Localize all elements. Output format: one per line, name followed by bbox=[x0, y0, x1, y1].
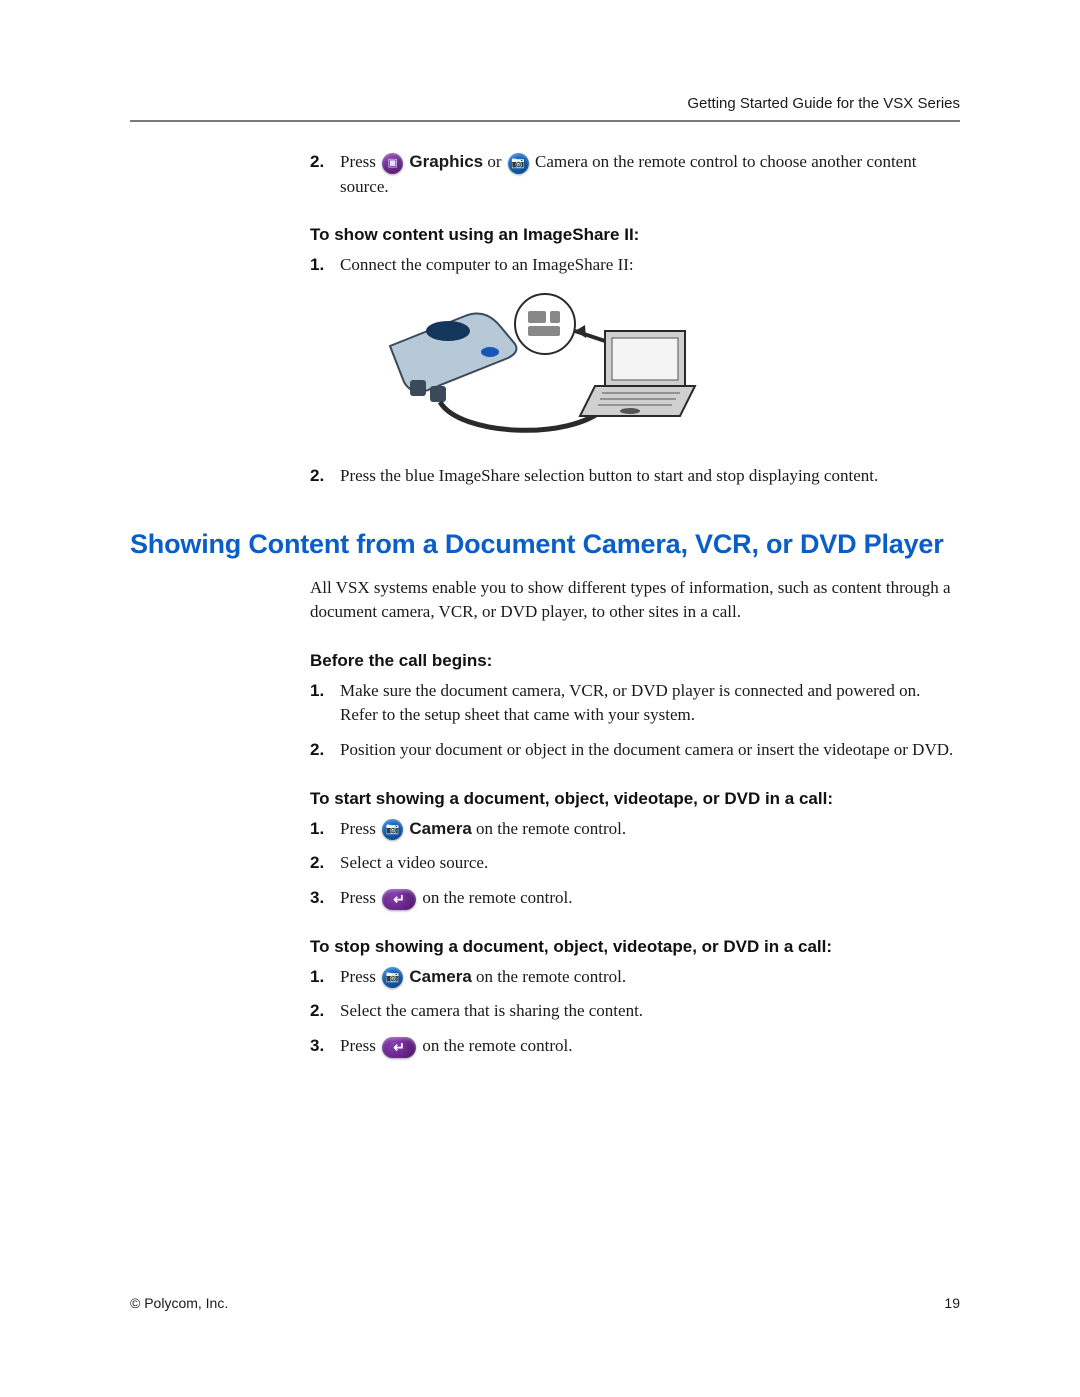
before-call-steps: Make sure the document camera, VCR, or D… bbox=[310, 679, 960, 763]
page: Getting Started Guide for the VSX Series… bbox=[0, 0, 1080, 1397]
list-item: Position your document or object in the … bbox=[310, 738, 960, 763]
callout-icon bbox=[515, 294, 605, 354]
enter-button-icon bbox=[382, 1037, 416, 1058]
header-rule bbox=[130, 120, 960, 122]
camera-label: Camera bbox=[409, 967, 471, 986]
diagram-svg bbox=[370, 286, 700, 446]
step-text: Make sure the document camera, VCR, or D… bbox=[340, 681, 920, 725]
step-text: Connect the computer to an ImageShare II… bbox=[340, 255, 634, 274]
imageshare-device-icon bbox=[390, 313, 516, 401]
list-item: Press Camera on the remote control. bbox=[310, 817, 960, 842]
content-column-2: All VSX systems enable you to show diffe… bbox=[310, 576, 960, 1059]
graphics-button-icon bbox=[382, 153, 403, 174]
list-item: Press Camera on the remote control. bbox=[310, 965, 960, 990]
list-item: Select a video source. bbox=[310, 851, 960, 876]
step-text: on the remote control. bbox=[476, 819, 626, 838]
page-footer: © Polycom, Inc. 19 bbox=[130, 1295, 960, 1311]
stop-show-steps: Press Camera on the remote control. Sele… bbox=[310, 965, 960, 1059]
step-text: or bbox=[487, 152, 505, 171]
list-item: Select the camera that is sharing the co… bbox=[310, 999, 960, 1024]
subhead-stop-show: To stop showing a document, object, vide… bbox=[310, 937, 960, 957]
step-text: Select the camera that is sharing the co… bbox=[340, 1001, 643, 1020]
running-header: Getting Started Guide for the VSX Series bbox=[130, 95, 960, 112]
camera-button-icon bbox=[508, 153, 529, 174]
step-text: on the remote control. bbox=[422, 1036, 572, 1055]
step-text: on the remote control. bbox=[422, 888, 572, 907]
step-text: Press bbox=[340, 152, 380, 171]
subhead-before-call: Before the call begins: bbox=[310, 651, 960, 671]
step-text: on the remote control. bbox=[476, 967, 626, 986]
step-text: Press bbox=[340, 1036, 380, 1055]
list-item: Press on the remote control. bbox=[310, 886, 960, 911]
imageshare-steps: Connect the computer to an ImageShare II… bbox=[310, 253, 960, 488]
list-item: Press the blue ImageShare selection butt… bbox=[310, 464, 960, 489]
subhead-imageshare: To show content using an ImageShare II: bbox=[310, 225, 960, 245]
press-choose-source-list: Press Graphics or Camera on the remote c… bbox=[310, 150, 960, 199]
footer-page-number: 19 bbox=[944, 1295, 960, 1311]
graphics-label: Graphics bbox=[409, 152, 483, 171]
section-heading: Showing Content from a Document Camera, … bbox=[130, 529, 960, 560]
laptop-icon bbox=[580, 331, 695, 416]
camera-button-icon bbox=[382, 967, 403, 988]
step-text: Press the blue ImageShare selection butt… bbox=[340, 466, 878, 485]
enter-button-icon bbox=[382, 889, 416, 910]
step-text: Press bbox=[340, 888, 380, 907]
imageshare-diagram bbox=[370, 286, 960, 446]
list-item: Press Graphics or Camera on the remote c… bbox=[310, 150, 960, 199]
footer-copyright: © Polycom, Inc. bbox=[130, 1295, 228, 1311]
content-column: Press Graphics or Camera on the remote c… bbox=[310, 150, 960, 489]
subhead-start-show: To start showing a document, object, vid… bbox=[310, 789, 960, 809]
list-item: Make sure the document camera, VCR, or D… bbox=[310, 679, 960, 728]
camera-button-icon bbox=[382, 819, 403, 840]
camera-label: Camera bbox=[409, 819, 471, 838]
step-text: Press bbox=[340, 967, 380, 986]
list-item: Press on the remote control. bbox=[310, 1034, 960, 1059]
step-text: Select a video source. bbox=[340, 853, 488, 872]
step-text: Press bbox=[340, 819, 380, 838]
intro-paragraph: All VSX systems enable you to show diffe… bbox=[310, 576, 960, 625]
step-text: Position your document or object in the … bbox=[340, 740, 953, 759]
list-item: Connect the computer to an ImageShare II… bbox=[310, 253, 960, 446]
start-show-steps: Press Camera on the remote control. Sele… bbox=[310, 817, 960, 911]
